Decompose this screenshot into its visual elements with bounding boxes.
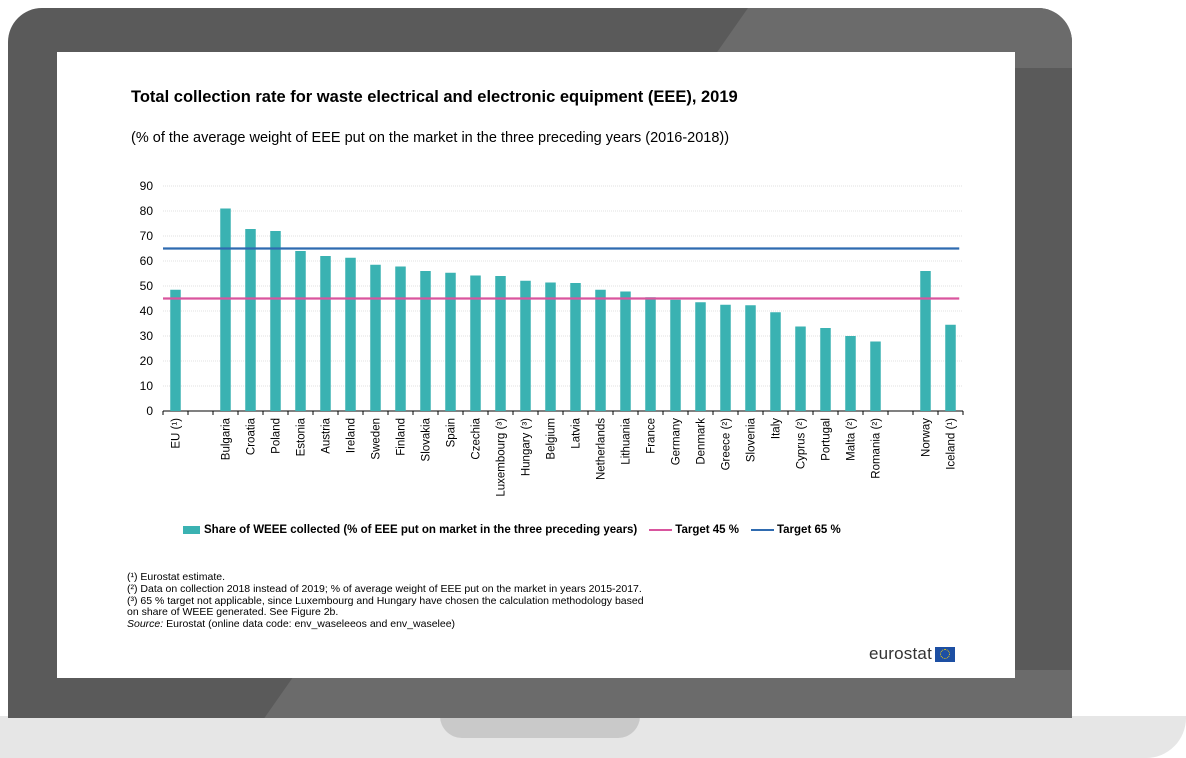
y-tick-label: 50 (140, 279, 154, 293)
x-tick-label: Netherlands (596, 418, 608, 480)
legend-item-target-45: Target 45 % (649, 524, 739, 536)
bar (520, 280, 531, 411)
legend-label: Share of WEEE collected (% of EEE put on… (204, 524, 638, 536)
bar (545, 282, 556, 411)
chart-legend: Share of WEEE collected (% of EEE put on… (183, 524, 853, 536)
bar (920, 271, 931, 411)
x-tick-label: Belgium (546, 418, 558, 460)
bar (295, 251, 306, 411)
legend-swatch-bar (183, 526, 200, 534)
x-tick-label: Estonia (296, 417, 308, 456)
y-tick-label: 40 (140, 304, 154, 318)
bar (370, 264, 381, 411)
x-tick-label: Greece (²) (721, 418, 733, 471)
legend-label: Target 65 % (776, 524, 841, 536)
bar (395, 266, 406, 411)
source-label: Source: (127, 618, 164, 631)
x-tick-label: Romania (²) (871, 418, 883, 479)
bar (820, 328, 831, 411)
bar (720, 304, 731, 411)
bar (745, 305, 756, 411)
bar (320, 256, 331, 411)
x-tick-label: EU (¹) (171, 418, 183, 449)
footnotes: (¹) Eurostat estimate. (²) Data on colle… (127, 571, 644, 631)
bar-chart: 0 10 20 30 40 50 60 70 80 90 EU (¹) Bulgaria Croatia… (140, 179, 964, 497)
footnote-3-cont: on share of WEEE generated. See Figure 2… (127, 606, 339, 619)
bar (495, 276, 506, 411)
bar (770, 312, 781, 411)
y-tick-label: 90 (140, 179, 154, 193)
y-tick-label: 30 (140, 329, 154, 343)
bar (695, 302, 706, 411)
bar (420, 271, 431, 411)
x-tick-label: Italy (771, 418, 783, 439)
source-line: Source: Eurostat (online data code: env_… (127, 618, 644, 631)
eu-flag-icon (935, 646, 955, 662)
x-tick-label: Portugal (821, 418, 833, 461)
eurostat-logo: eurostat (869, 644, 955, 664)
bar (620, 291, 631, 411)
legend-item-target-65: Target 65 % (750, 524, 841, 536)
legend-swatch-line (750, 529, 774, 531)
y-tick-label: 80 (140, 204, 154, 218)
x-tick-label: Lithuania (621, 417, 633, 464)
bar (645, 297, 656, 411)
legend-label: Target 45 % (675, 524, 739, 536)
bar (570, 283, 581, 411)
x-tick-label: Luxembourg (³) (496, 418, 508, 497)
y-tick-label: 20 (140, 354, 154, 368)
x-tick-label: Germany (671, 418, 683, 466)
x-tick-label: Malta (²) (846, 418, 858, 461)
bar (945, 324, 956, 411)
y-tick-label: 70 (140, 229, 154, 243)
laptop-notch (440, 716, 640, 738)
bar (670, 299, 681, 411)
x-tick-label: Croatia (246, 417, 258, 455)
bar (795, 326, 806, 411)
x-tick-label: Poland (271, 418, 283, 454)
x-tick-label: France (646, 418, 658, 454)
x-tick-label: Ireland (346, 418, 358, 453)
source-text: Eurostat (online data code: env_waseleeo… (163, 618, 456, 631)
x-tick-label: Finland (396, 418, 408, 456)
x-tick-label: Czechia (471, 417, 483, 459)
y-tick-label: 10 (140, 379, 154, 393)
x-tick-label: Latvia (571, 417, 583, 448)
bar (445, 272, 456, 411)
y-tick-label: 0 (146, 404, 153, 418)
x-tick-label: Denmark (696, 418, 708, 465)
chart-title: Total collection rate for waste electric… (131, 88, 738, 106)
x-tick-label: Sweden (371, 418, 383, 460)
bar (870, 341, 881, 411)
logo-text: eurostat (868, 644, 932, 663)
x-tick-label: Slovenia (746, 417, 758, 462)
bar (345, 257, 356, 411)
legend-swatch-line (649, 529, 673, 531)
x-tick-label: Cyprus (²) (796, 418, 808, 469)
x-tick-label: Norway (921, 418, 933, 457)
x-tick-label: Bulgaria (221, 417, 233, 460)
footnote-1: (¹) Eurostat estimate. (127, 571, 226, 583)
bar (470, 275, 481, 411)
laptop-lid: Total collection rate for waste electric… (8, 8, 1072, 718)
footnote-2: (²) Data on collection 2018 instead of 2… (127, 582, 642, 595)
x-tick-label: Spain (446, 418, 458, 447)
legend-item-share: Share of WEEE collected (% of EEE put on… (183, 524, 637, 536)
bar (595, 289, 606, 411)
x-tick-label: Slovakia (421, 417, 433, 461)
x-tick-label: Iceland (¹) (946, 418, 958, 470)
bar (270, 231, 281, 411)
screen: Total collection rate for waste electric… (57, 52, 1015, 678)
bar (845, 336, 856, 411)
x-tick-label: Hungary (³) (521, 418, 533, 476)
bar (245, 229, 256, 411)
bar (220, 208, 231, 411)
y-tick-label: 60 (140, 254, 154, 268)
footnote-3: (³) 65 % target not applicable, since Lu… (127, 594, 644, 607)
bar (170, 289, 181, 411)
x-tick-label: Austria (321, 417, 333, 453)
chart-subtitle: (% of the average weight of EEE put on t… (131, 130, 730, 146)
